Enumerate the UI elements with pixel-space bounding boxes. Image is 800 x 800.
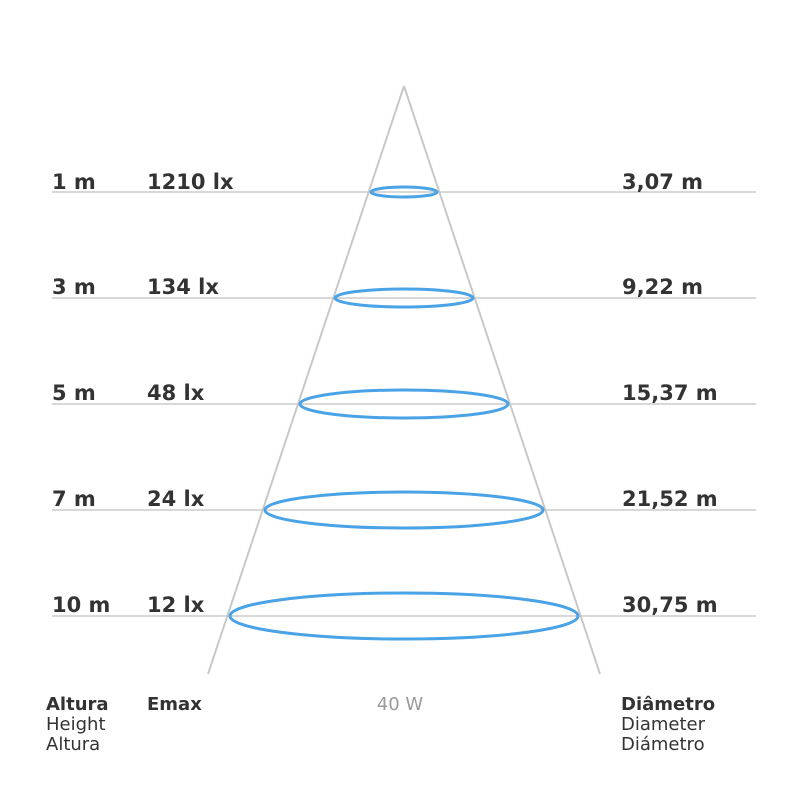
diameter-label-5m: 15,37 m (622, 381, 718, 405)
height-legend-es: Altura (46, 734, 101, 755)
emax-label-7m: 24 lx (147, 487, 205, 511)
light-ring-1m (369, 185, 439, 199)
height-label-10m: 10 m (52, 593, 111, 617)
height-label-1m: 1 m (52, 170, 96, 194)
height-label-3m: 3 m (52, 275, 96, 299)
light-ring-7m (263, 490, 545, 530)
power-label: 40 W (376, 694, 424, 715)
diameter-label-3m: 9,22 m (622, 275, 704, 299)
emax-legend: Emax (147, 695, 202, 715)
emax-label-3m: 134 lx (147, 275, 219, 299)
emax-label-1m: 1210 lx (147, 170, 234, 194)
emax-label-10m: 12 lx (147, 593, 205, 617)
height-legend-pt: Altura (46, 694, 109, 715)
height-legend-en: Height (46, 714, 106, 735)
cone-left-edge (207, 85, 405, 675)
cone-right-edge (403, 85, 601, 675)
light-ring-5m (298, 388, 510, 420)
diameter-legend-en: Diameter (621, 714, 706, 735)
emax-label-5m: 48 lx (147, 381, 205, 405)
height-label-7m: 7 m (52, 487, 96, 511)
diameter-legend: Diâmetro Diameter Diámetro (621, 695, 715, 755)
light-ring-10m (228, 591, 580, 641)
emax-legend-label: Emax (147, 694, 202, 715)
diameter-label-10m: 30,75 m (622, 593, 718, 617)
height-legend: Altura Height Altura (46, 695, 109, 755)
height-label-5m: 5 m (52, 381, 96, 405)
light-ring-3m (333, 287, 475, 309)
diameter-label-7m: 21,52 m (622, 487, 718, 511)
diameter-label-1m: 3,07 m (622, 170, 704, 194)
diameter-legend-es: Diámetro (621, 734, 705, 755)
diameter-legend-pt: Diâmetro (621, 694, 716, 715)
